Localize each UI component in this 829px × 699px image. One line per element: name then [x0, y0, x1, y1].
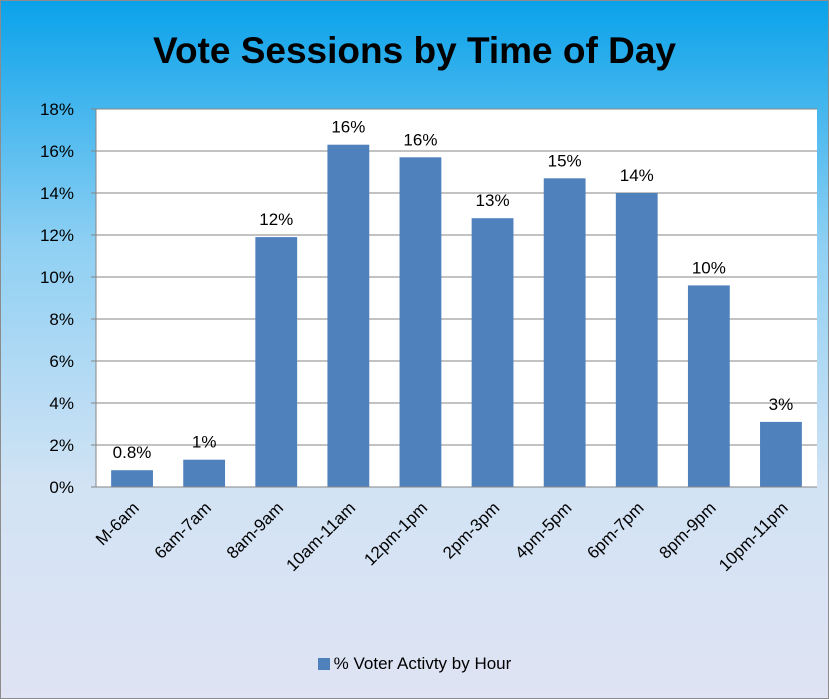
bar — [687, 285, 730, 487]
bar — [760, 421, 802, 487]
x-tick-label: 10pm-11pm — [715, 498, 792, 575]
x-tick-label: M-6am — [92, 498, 143, 549]
y-tick-label: 18% — [40, 100, 74, 119]
data-label: 3% — [769, 395, 794, 414]
x-tick-label: 4pm-5pm — [511, 498, 575, 562]
x-tick-label: 10am-11am — [282, 498, 359, 575]
data-label: 16% — [331, 118, 365, 137]
data-label: 16% — [403, 130, 437, 149]
data-label: 1% — [192, 433, 217, 452]
y-tick-label: 2% — [49, 436, 74, 455]
bar — [399, 157, 442, 488]
data-label: 10% — [692, 258, 726, 277]
bar — [327, 144, 370, 487]
legend-swatch — [317, 658, 330, 670]
plot-area: 0% 2% 4% 6% 8% 10% 12% 14% 16% 18% 0.8% M-6am 1% 6am-… — [40, 100, 817, 575]
legend-label: % Voter Activty by Hour — [333, 654, 512, 673]
data-label: 0.8% — [113, 443, 152, 462]
y-tick-label: 16% — [40, 142, 74, 161]
y-tick-label: 8% — [49, 310, 74, 329]
y-tick-label: 10% — [40, 268, 74, 287]
bar — [111, 470, 153, 487]
data-label: 15% — [548, 151, 582, 170]
data-label: 12% — [259, 210, 293, 229]
y-tick-label: 12% — [40, 226, 74, 245]
x-tick-label: 6pm-7pm — [583, 498, 647, 562]
x-tick-label: 8am-9am — [223, 498, 287, 562]
legend: % Voter Activty by Hour — [0, 654, 829, 674]
y-tick-label: 6% — [49, 352, 74, 371]
y-tick-label: 14% — [40, 184, 74, 203]
bar — [471, 218, 514, 487]
bar — [183, 459, 226, 487]
bar — [255, 237, 298, 487]
x-tick-label: 8pm-9pm — [655, 498, 719, 562]
y-tick-label: 4% — [49, 394, 74, 413]
chart-title: Vote Sessions by Time of Day — [153, 30, 676, 71]
x-tick-label: 6am-7am — [151, 498, 215, 562]
data-label: 13% — [476, 191, 510, 210]
y-tick-label: 0% — [49, 478, 74, 497]
x-tick-label: 2pm-3pm — [439, 498, 503, 562]
bar — [615, 193, 658, 487]
bar — [543, 178, 586, 488]
data-label: 14% — [620, 166, 654, 185]
x-tick-label: 12pm-1pm — [360, 498, 431, 569]
